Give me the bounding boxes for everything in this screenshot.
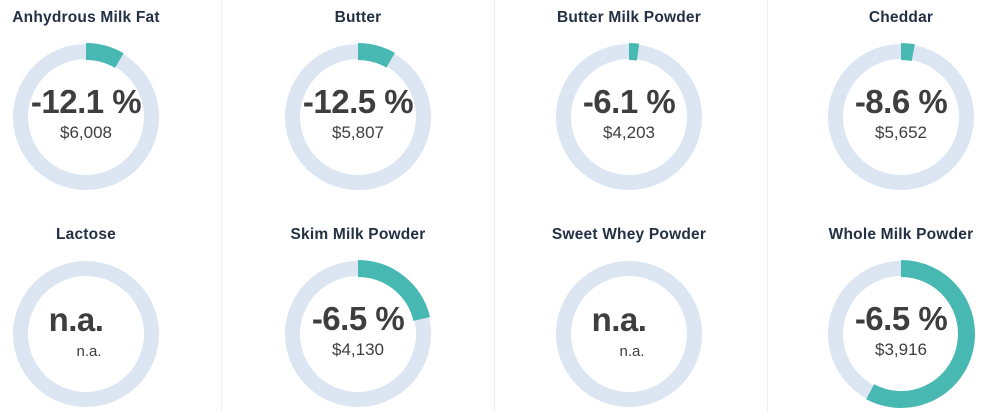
donut-ring: [285, 43, 431, 190]
product-title: Anhydrous Milk Fat: [12, 9, 160, 26]
product-title: Whole Milk Powder: [828, 226, 974, 243]
product-title: Butter Milk Powder: [557, 9, 701, 26]
donut-chart: -6.5 % $4,130: [278, 254, 438, 414]
column-divider: [221, 0, 222, 411]
product-title: Skim Milk Powder: [290, 226, 426, 243]
tile-lactose: Lactose n.a. n.a.: [0, 217, 176, 418]
donut-chart: -12.1 % $6,008: [6, 37, 166, 197]
tile-cheddar: Cheddar -8.6 % $5,652: [811, 0, 991, 212]
donut-ring: [556, 261, 702, 407]
donut-ring: [828, 260, 975, 408]
product-title: Cheddar: [868, 9, 934, 26]
tile-butter: Butter -12.5 % $5,807: [268, 0, 448, 212]
donut-ring: [13, 261, 159, 407]
tile-skim-milk-powder: Skim Milk Powder -6.5 % $4,130: [268, 217, 448, 418]
tile-whole-milk-powder: Whole Milk Powder -6.5 % $3,916: [811, 217, 991, 418]
donut-ring: [828, 43, 974, 190]
product-title: Lactose: [56, 226, 116, 243]
donut-chart: n.a. n.a.: [6, 254, 166, 414]
donut-ring: [556, 42, 702, 190]
donut-ring: [13, 43, 159, 190]
tile-anhydrous-milk-fat: Anhydrous Milk Fat -12.1 % $6,008: [0, 0, 176, 212]
donut-chart: -6.1 % $4,203: [549, 37, 709, 197]
column-divider: [494, 0, 495, 411]
tile-butter-milk-powder: Butter Milk Powder -6.1 % $4,203: [539, 0, 719, 212]
product-title: Sweet Whey Powder: [551, 226, 707, 243]
donut-chart: -6.5 % $3,916: [821, 254, 981, 414]
product-title: Butter: [334, 9, 382, 26]
donut-chart: -8.6 % $5,652: [821, 37, 981, 197]
donut-chart: n.a. n.a.: [549, 254, 709, 414]
donut-ring: [285, 260, 431, 407]
column-divider: [767, 0, 768, 411]
tile-sweet-whey-powder: Sweet Whey Powder n.a. n.a.: [539, 217, 719, 418]
donut-chart: -12.5 % $5,807: [278, 37, 438, 197]
